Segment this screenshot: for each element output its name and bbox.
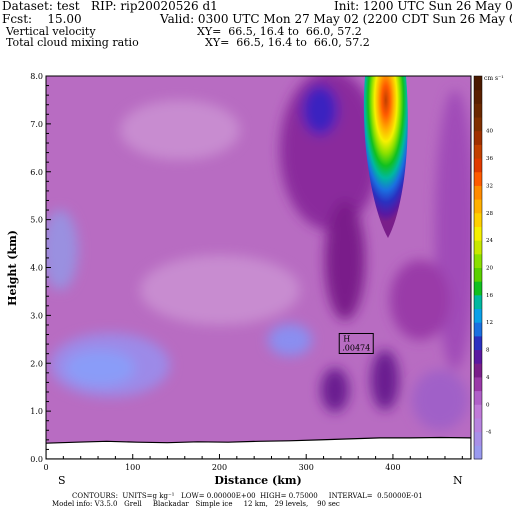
south-label: S: [58, 474, 66, 487]
x-tick-label: 300: [299, 463, 314, 472]
colorbar-label: 0: [486, 402, 490, 408]
colorbar-band: [474, 308, 482, 323]
forecast-hour: Fcst: 15.00: [2, 12, 82, 26]
x-axis: 0 100 200 300 400: [43, 454, 463, 472]
colorbar-label: 32: [486, 183, 493, 189]
colorbar-band: [474, 267, 482, 282]
colorbar: [473, 75, 483, 460]
contour-info: CONTOURS: UNITS=g kg⁻¹ LOW= 0.00000E+00 …: [72, 492, 423, 500]
field2-name: Total cloud mixing ratio: [6, 36, 139, 49]
colorbar-band: [474, 281, 482, 296]
field2-xy: XY= 66.5, 16.4 to 66.0, 57.2: [205, 36, 370, 49]
colorbar-band: [474, 431, 482, 446]
y-tick-label: 0.0: [30, 455, 43, 464]
colorbar-band: [474, 171, 482, 186]
colorbar-band: [474, 158, 482, 173]
y-tick-label: 4.0: [30, 264, 43, 273]
y-axis-label: Height (km): [6, 230, 19, 306]
field-shading: [46, 76, 471, 430]
colorbar-band: [474, 349, 482, 364]
colorbar-band: [474, 226, 482, 241]
colorbar-band: [474, 185, 482, 200]
colorbar-band: [474, 144, 482, 159]
colorbar-band: [474, 417, 482, 433]
colorbar-band: [474, 103, 482, 118]
colorbar-label: 40: [486, 129, 493, 135]
y-tick-label: 5.0: [30, 216, 43, 225]
dataset-label: Dataset: test RIP: rip20020526 d1: [2, 0, 218, 13]
x-tick-label: 400: [385, 463, 400, 472]
colorbar-band: [474, 89, 482, 104]
x-tick-label: 100: [125, 463, 140, 472]
north-label: N: [453, 474, 463, 487]
field1-name: Vertical velocity: [6, 25, 96, 38]
x-axis-label: Distance (km): [214, 474, 301, 487]
field1-xy: XY= 66.5, 16.4 to 66.0, 57.2: [197, 25, 362, 38]
colorbar-band: [474, 335, 482, 351]
y-axis: 0.0 1.0 2.0 3.0 4.0 5.0 6.0 7.0 8.0: [30, 72, 51, 464]
updraft-core: [363, 76, 408, 238]
max-annotation-label: H: [343, 334, 350, 343]
colorbar-label: 28: [486, 211, 493, 217]
colorbar-band: [474, 445, 482, 460]
colorbar-band: [474, 117, 482, 132]
max-annotation: H .00474: [338, 332, 374, 354]
colorbar-label: 8: [486, 348, 490, 354]
y-tick-label: 8.0: [30, 72, 43, 81]
model-info: Model info: V3.5.0 Grell Blackadar Simpl…: [52, 500, 340, 508]
colorbar-band: [474, 130, 482, 145]
colorbar-label: -4: [486, 430, 492, 436]
y-tick-label: 7.0: [30, 120, 43, 129]
colorbar-label: 16: [486, 293, 493, 299]
colorbar-frame: [473, 75, 483, 460]
colorbar-band: [474, 76, 482, 91]
max-annotation-value: .00474: [342, 343, 370, 352]
y-tick-label: 6.0: [30, 168, 43, 177]
colorbar-label: 12: [486, 320, 493, 326]
valid-time: Valid: 0300 UTC Mon 27 May 02 (2200 CDT …: [160, 12, 512, 26]
y-tick-label: 2.0: [30, 359, 43, 368]
x-tick-label: 200: [212, 463, 227, 472]
colorbar-label: 24: [486, 238, 493, 244]
colorbar-label: 20: [486, 266, 493, 272]
y-tick-label: 1.0: [30, 407, 43, 416]
colorbar-band: [474, 253, 482, 268]
colorbar-band: [474, 294, 482, 310]
colorbar-band: [474, 404, 482, 419]
colorbar-unit: cm s⁻¹: [484, 75, 504, 82]
colorbar-band: [474, 363, 482, 378]
colorbar-label: 36: [486, 156, 493, 162]
init-time: Init: 1200 UTC Sun 26 May 02: [334, 0, 512, 13]
y-tick-label: 3.0: [30, 311, 43, 320]
colorbar-band: [474, 376, 482, 392]
colorbar-label: 4: [486, 375, 490, 381]
colorbar-band: [474, 240, 482, 255]
terrain-profile: [46, 436, 471, 459]
colorbar-band: [474, 212, 482, 227]
colorbar-band: [474, 390, 482, 405]
x-tick-label: 0: [43, 463, 48, 472]
colorbar-band: [474, 199, 482, 214]
colorbar-band: [474, 322, 482, 337]
